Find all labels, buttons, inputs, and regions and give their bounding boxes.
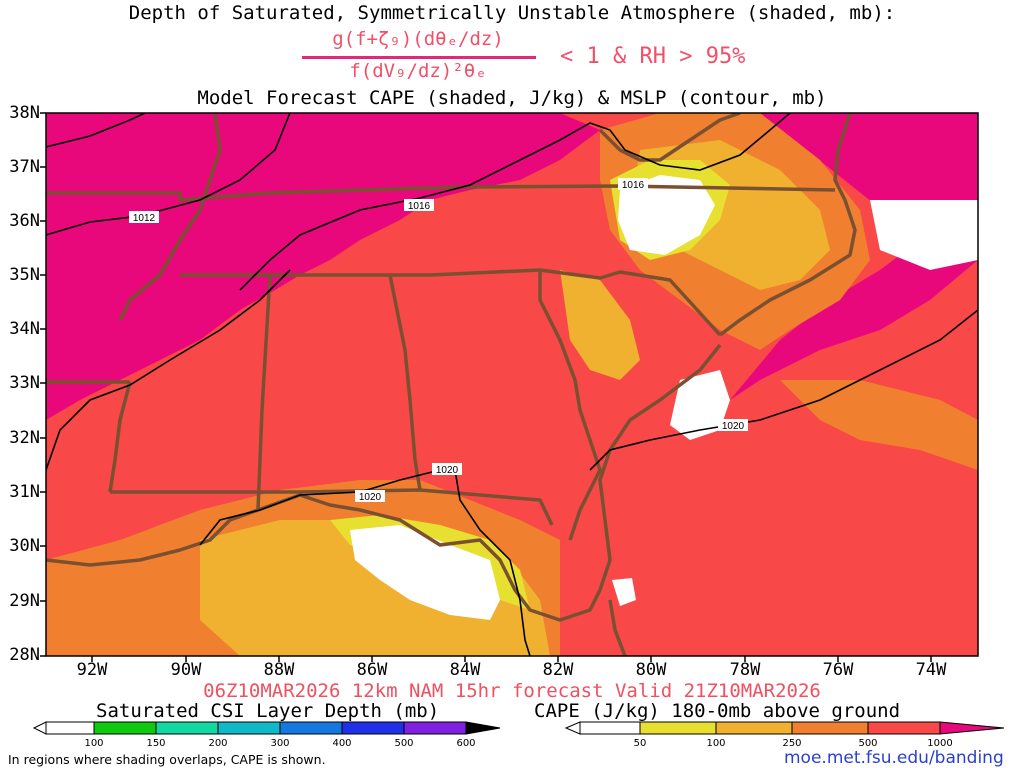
lat-label: 34N [9, 319, 40, 339]
valid-time: 06Z10MAR2026 12km NAM 15hr forecast Vali… [203, 680, 821, 702]
lat-label: 37N [9, 157, 40, 177]
lon-label: 76W [822, 660, 854, 680]
lon-label: 82W [542, 660, 574, 680]
isobar-label: 1020 [436, 465, 459, 476]
cape-tick-label: 100 [706, 738, 726, 749]
cape-below-threshold-nc [618, 175, 715, 255]
lat-label: 33N [9, 373, 40, 393]
map-frame [45, 112, 979, 657]
cape-colorbar-label: CAPE (J/kg) 180-0mb above ground [534, 700, 901, 722]
fraction-denominator: f(dV₉/dz)²θₑ [349, 60, 487, 82]
lat-label: 36N [9, 211, 40, 231]
fraction-bar [302, 56, 536, 59]
lon-label: 92W [76, 660, 108, 680]
cape-shading-gold-carolinas [560, 270, 640, 380]
lon-ticks [91, 656, 932, 662]
lon-label: 88W [263, 660, 295, 680]
cape-tick-label: 500 [858, 738, 878, 749]
isobar-label: 1020 [359, 492, 382, 503]
lon-label: 90W [170, 660, 202, 680]
cape-tick-label: 50 [633, 738, 647, 749]
isobar-label: 1016 [622, 180, 645, 191]
cape-shading-orange-atlantic [780, 380, 978, 470]
csi-tick-label: 500 [394, 738, 414, 749]
csi-tick-label: 200 [208, 738, 228, 749]
cape-below-threshold-gulf [350, 525, 500, 620]
title-line-3: Model Forecast CAPE (shaded, J/kg) & MSL… [197, 87, 827, 109]
lat-ticks [40, 112, 46, 657]
lon-label: 80W [635, 660, 667, 680]
cape-tick-label: 250 [782, 738, 802, 749]
cape-below-threshold-atlantic [870, 200, 978, 270]
overlap-note: In regions where shading overlaps, CAPE … [8, 752, 326, 767]
lat-label: 28N [9, 645, 40, 665]
cape-shading-magenta-nw [46, 113, 600, 420]
csi-colorbar-label: Saturated CSI Layer Depth (mb) [96, 700, 440, 722]
lat-label: 32N [9, 428, 40, 448]
cape-tick-label: 1000 [927, 738, 953, 749]
fraction-condition: < 1 & RH > 95% [560, 44, 746, 69]
csi-colorbar [32, 721, 501, 735]
state-borders [46, 113, 857, 656]
lat-label: 38N [9, 103, 40, 123]
lon-label: 86W [356, 660, 388, 680]
fraction-numerator: g(f+ζ₉)(dθₑ/dz) [332, 28, 504, 50]
isobar-label: 1012 [133, 213, 156, 224]
csi-tick-label: 300 [270, 738, 290, 749]
lat-label: 31N [9, 482, 40, 502]
cape-below-threshold-fl [612, 578, 636, 606]
csi-tick-label: 100 [84, 738, 104, 749]
cape-below-threshold-sc-coast [670, 370, 730, 440]
cape-shading-magenta-ne [730, 113, 978, 400]
lon-label: 84W [449, 660, 481, 680]
csi-tick-label: 150 [146, 738, 166, 749]
csi-tick-label: 600 [456, 738, 476, 749]
source-credit-link[interactable]: moe.met.fsu.edu/banding [784, 748, 1004, 768]
isobar-label: 1016 [408, 201, 431, 212]
isobar-label: 1020 [722, 421, 745, 432]
lat-label: 29N [9, 591, 40, 611]
cape-colorbar [564, 721, 1005, 735]
lon-label: 74W [915, 660, 947, 680]
title-line-1: Depth of Saturated, Symmetrically Unstab… [128, 2, 896, 24]
lon-label: 78W [729, 660, 761, 680]
isobar-labels: 1012 1016 1016 1020 1020 1020 [129, 178, 748, 503]
lat-label: 35N [9, 265, 40, 285]
lat-label: 30N [9, 536, 40, 556]
csi-tick-label: 400 [332, 738, 352, 749]
